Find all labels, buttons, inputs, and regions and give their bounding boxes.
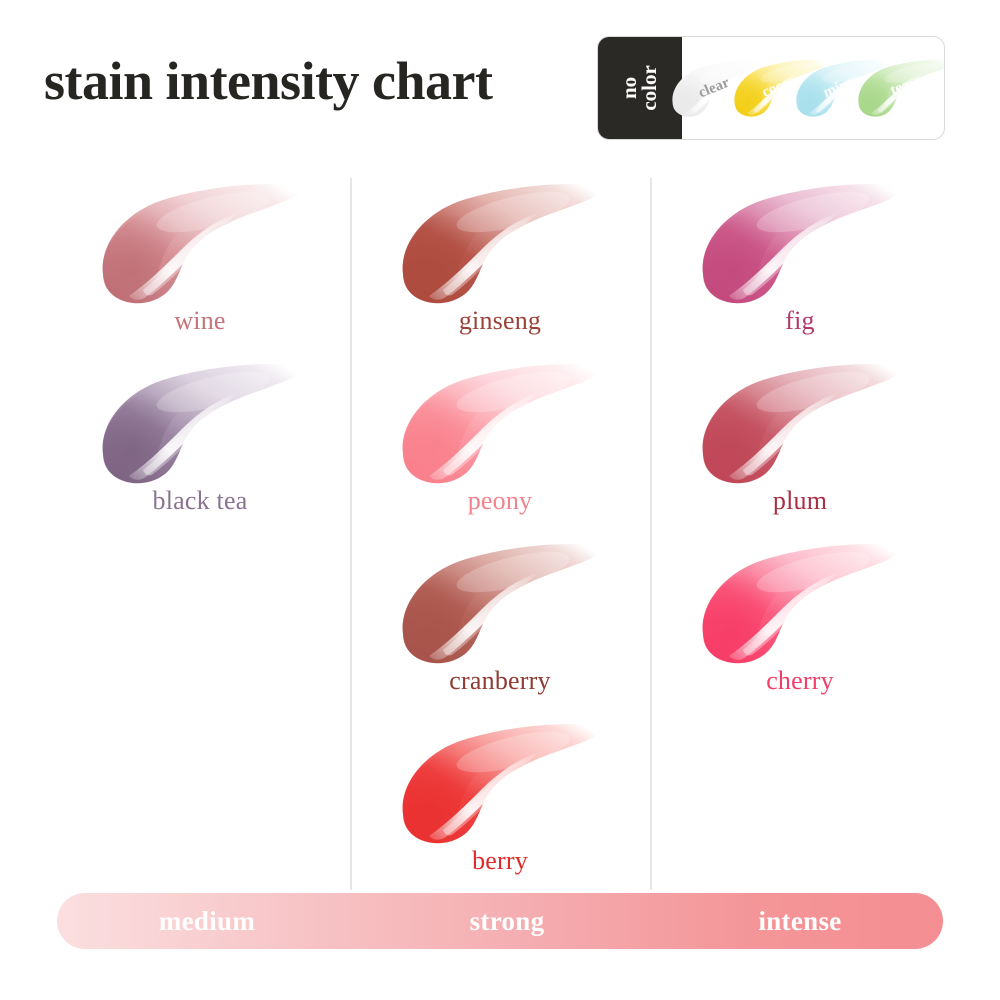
shade-label-cranberry: cranberry <box>449 666 551 695</box>
shade-item-wine[interactable]: wine <box>50 178 350 358</box>
shade-label-wine: wine <box>174 306 226 335</box>
shade-label-fig: fig <box>785 306 815 335</box>
legend-swatch-list: clear <box>672 37 944 139</box>
shade-item-cranberry[interactable]: cranberry <box>350 538 650 718</box>
shade-swatch-plum <box>685 358 915 493</box>
legend-swatch-mint[interactable]: mint <box>796 45 891 131</box>
shade-swatch-cranberry <box>385 538 615 673</box>
intensity-label-strong: strong <box>469 905 545 936</box>
shade-column-intense: fig <box>650 178 950 718</box>
shade-item-plum[interactable]: plum <box>650 358 950 538</box>
shade-column-medium: wine <box>50 178 350 538</box>
intensity-label-medium: medium <box>158 905 256 936</box>
no-color-line-2: color <box>636 65 661 111</box>
shade-swatch-black-tea <box>85 358 315 493</box>
column-divider-2 <box>650 178 652 890</box>
shade-label-black-tea: black tea <box>152 486 248 515</box>
shade-label-peony: peony <box>467 486 533 515</box>
shade-swatch-cherry <box>685 538 915 673</box>
legend-swatch-tea[interactable]: tea <box>858 45 944 131</box>
shade-swatch-peony <box>385 358 615 493</box>
shade-label-berry: berry <box>472 846 528 875</box>
legend-swatch-coco[interactable]: coco <box>734 45 829 131</box>
shade-column-strong: ginseng <box>350 178 650 898</box>
shade-item-fig[interactable]: fig <box>650 178 950 358</box>
shade-item-ginseng[interactable]: ginseng <box>350 178 650 358</box>
shade-label-ginseng: ginseng <box>458 306 542 335</box>
shade-swatch-fig <box>685 178 915 313</box>
intensity-scale: medium strong intense <box>57 893 943 949</box>
intensity-label-intense: intense <box>758 905 842 936</box>
page-title: stain intensity chart <box>44 51 493 111</box>
shade-swatch-berry <box>385 718 615 853</box>
shade-item-black-tea[interactable]: black tea <box>50 358 350 538</box>
no-color-badge-text: no color <box>617 65 661 111</box>
shade-label-cherry: cherry <box>766 666 834 695</box>
shade-item-berry[interactable]: berry <box>350 718 650 898</box>
no-color-legend: no color <box>597 36 945 140</box>
shade-item-cherry[interactable]: cherry <box>650 538 950 718</box>
shade-label-plum: plum <box>772 486 828 515</box>
shade-swatch-wine <box>85 178 315 313</box>
no-color-badge: no color <box>598 37 682 139</box>
legend-swatch-clear[interactable]: clear <box>672 45 767 131</box>
column-divider-1 <box>350 178 352 890</box>
shade-item-peony[interactable]: peony <box>350 358 650 538</box>
shade-swatch-ginseng <box>385 178 615 313</box>
